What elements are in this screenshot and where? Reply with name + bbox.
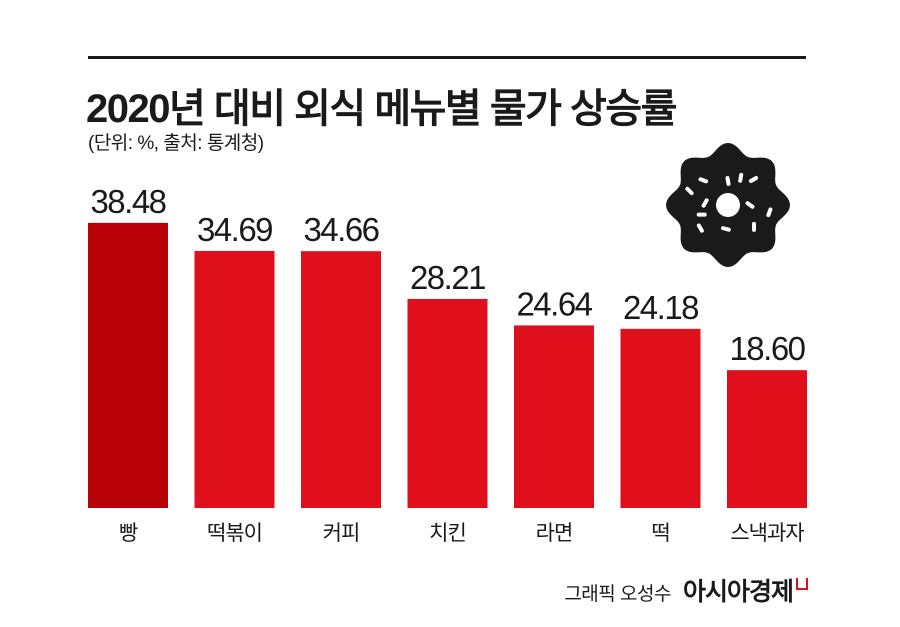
sprinkle-2 (721, 226, 731, 232)
bar-0 (88, 222, 168, 508)
value-label-6: 18.60 (729, 330, 805, 367)
sprinkle-7 (748, 176, 759, 183)
bar-6 (727, 370, 807, 508)
category-label-1: 떡볶이 (207, 522, 262, 545)
sprinkle-10 (696, 212, 707, 217)
bar-4 (514, 325, 594, 508)
sprinkle-1 (752, 221, 756, 232)
brand-mark-icon (796, 578, 808, 590)
value-label-1: 34.69 (197, 211, 272, 248)
bars-group: 38.48 빵 34.69 떡볶이 34.66 커피 28.21 치킨 24.64 라면 24.18… (88, 183, 807, 545)
top-rule (88, 56, 806, 59)
bar-2 (301, 251, 381, 508)
footer: 그래픽 오성수 아시아경제 (564, 572, 808, 608)
bar-1 (194, 250, 275, 509)
category-label-2: 커피 (323, 522, 360, 545)
sprinkle-0 (745, 201, 755, 209)
value-label-3: 28.21 (410, 259, 485, 296)
sprinkle-8 (766, 207, 773, 218)
value-label-2: 34.66 (303, 211, 378, 248)
value-label-0: 38.48 (90, 183, 165, 220)
chart-subtitle: (단위: %, 출처: 통계청) (88, 133, 264, 154)
category-label-0: 빵 (119, 522, 138, 545)
category-label-6: 스낵과자 (730, 522, 804, 545)
sprinkle-9 (685, 186, 694, 196)
sprinkle-3 (696, 223, 704, 233)
brand-name: 아시아경제 (682, 578, 794, 606)
bar-5 (620, 328, 701, 508)
category-label-3: 치킨 (429, 522, 466, 545)
category-label-4: 라면 (536, 522, 573, 545)
brand-logo: 아시아경제 (683, 572, 808, 608)
sprinkle-11 (738, 172, 744, 183)
bar-3 (407, 298, 488, 508)
value-label-4: 24.64 (516, 285, 592, 322)
category-label-5: 떡 (651, 522, 669, 545)
graphic-credit: 그래픽 오성수 (564, 584, 671, 605)
value-label-5: 24.18 (623, 289, 698, 326)
sprinkle-6 (725, 176, 731, 186)
chart-title: 2020년 대비 외식 메뉴별 물가 상승률 (86, 87, 677, 131)
sprinkle-5 (698, 177, 709, 184)
donut-icon (666, 143, 790, 267)
sprinkle-4 (701, 198, 709, 208)
